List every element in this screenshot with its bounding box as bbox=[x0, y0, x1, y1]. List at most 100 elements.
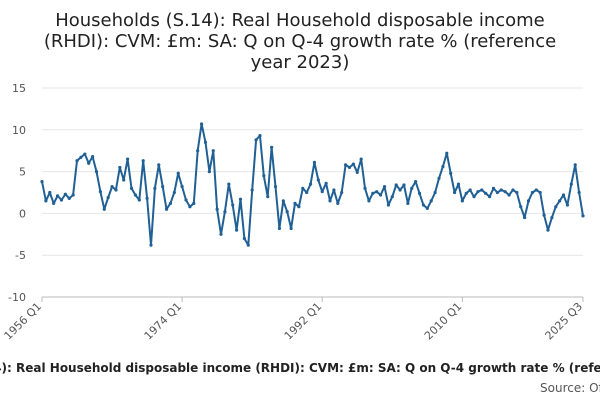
data-point bbox=[63, 192, 67, 196]
data-point bbox=[219, 232, 223, 236]
data-point bbox=[207, 170, 211, 174]
data-point bbox=[546, 228, 550, 232]
data-point bbox=[98, 190, 102, 194]
data-point bbox=[523, 215, 527, 220]
data-point bbox=[577, 190, 581, 195]
data-point bbox=[542, 213, 546, 217]
data-point bbox=[262, 174, 266, 178]
data-point bbox=[297, 205, 301, 209]
data-point bbox=[48, 190, 52, 195]
data-point bbox=[343, 163, 348, 167]
data-point bbox=[425, 206, 429, 210]
y-tick-label: 0 bbox=[19, 207, 26, 220]
data-point bbox=[250, 188, 254, 192]
data-point bbox=[456, 182, 461, 186]
data-point bbox=[199, 122, 204, 126]
data-point bbox=[293, 201, 297, 205]
data-point bbox=[367, 199, 371, 203]
data-point bbox=[203, 140, 208, 144]
data-point bbox=[67, 196, 71, 200]
data-point bbox=[176, 171, 180, 175]
data-point bbox=[215, 207, 219, 211]
data-point bbox=[289, 226, 293, 231]
data-point bbox=[277, 226, 282, 231]
data-point bbox=[94, 170, 99, 174]
data-point bbox=[452, 190, 457, 195]
data-point bbox=[118, 165, 122, 170]
data-point bbox=[242, 236, 246, 241]
data-point bbox=[79, 155, 83, 159]
data-point bbox=[476, 190, 480, 194]
data-point bbox=[133, 193, 138, 197]
data-point bbox=[75, 159, 79, 163]
data-point bbox=[211, 149, 215, 153]
data-point bbox=[137, 198, 141, 202]
series-line bbox=[41, 122, 584, 247]
data-point bbox=[59, 198, 64, 202]
data-point bbox=[472, 195, 476, 199]
data-point bbox=[561, 193, 566, 197]
data-point bbox=[441, 164, 445, 169]
data-point bbox=[83, 152, 87, 156]
data-point bbox=[308, 182, 313, 186]
data-point bbox=[332, 188, 336, 192]
data-point bbox=[301, 186, 305, 190]
data-point bbox=[515, 190, 519, 195]
data-point bbox=[312, 160, 317, 165]
data-point bbox=[487, 195, 492, 199]
data-point bbox=[223, 210, 227, 214]
data-point bbox=[519, 205, 523, 209]
data-point bbox=[102, 207, 106, 211]
data-point bbox=[161, 185, 165, 189]
data-point bbox=[110, 185, 114, 189]
data-point bbox=[281, 199, 285, 203]
data-point bbox=[402, 183, 406, 187]
data-point bbox=[168, 201, 173, 205]
x-tick-label: 2025 Q3 bbox=[543, 300, 586, 343]
series bbox=[40, 122, 585, 247]
data-point bbox=[235, 228, 239, 232]
data-point bbox=[188, 205, 192, 209]
x-axis: 1956 Q1 1974 Q1 1992 Q1 2010 Q1 2025 Q3 bbox=[2, 296, 586, 343]
data-point bbox=[40, 180, 44, 184]
data-point bbox=[437, 176, 441, 180]
data-point bbox=[499, 188, 503, 192]
data-point bbox=[351, 162, 355, 166]
data-point bbox=[534, 188, 538, 192]
data-point bbox=[172, 190, 176, 195]
data-point bbox=[355, 170, 359, 175]
y-tick-label: 15 bbox=[12, 82, 26, 95]
source-label: Source: Office for National Statistics bbox=[540, 381, 600, 395]
data-point bbox=[464, 191, 468, 195]
data-point bbox=[526, 199, 531, 203]
data-point bbox=[184, 198, 188, 202]
data-point bbox=[196, 149, 200, 153]
data-point bbox=[538, 190, 542, 195]
data-point bbox=[254, 138, 258, 142]
data-point bbox=[258, 134, 262, 138]
data-point bbox=[382, 185, 387, 189]
data-point bbox=[565, 203, 570, 207]
data-point bbox=[320, 190, 324, 194]
data-point bbox=[114, 188, 118, 192]
x-tick-label: 2010 Q1 bbox=[422, 300, 465, 343]
data-point bbox=[270, 145, 274, 149]
data-point bbox=[417, 191, 422, 195]
data-point bbox=[157, 163, 161, 167]
data-point bbox=[581, 214, 585, 218]
x-tick-label: 1992 Q1 bbox=[282, 300, 325, 343]
data-point bbox=[71, 193, 75, 197]
data-point bbox=[347, 165, 352, 170]
chart-title-line: year 2023) bbox=[251, 52, 350, 73]
data-point bbox=[180, 185, 184, 189]
data-point bbox=[379, 193, 383, 197]
data-point bbox=[390, 195, 394, 199]
data-point bbox=[328, 199, 332, 203]
data-point bbox=[52, 201, 56, 205]
data-point bbox=[231, 203, 235, 207]
data-point bbox=[141, 159, 145, 163]
y-tick-label: 10 bbox=[12, 124, 26, 137]
data-point bbox=[495, 190, 499, 195]
x-tick-label: 1956 Q1 bbox=[2, 300, 45, 343]
